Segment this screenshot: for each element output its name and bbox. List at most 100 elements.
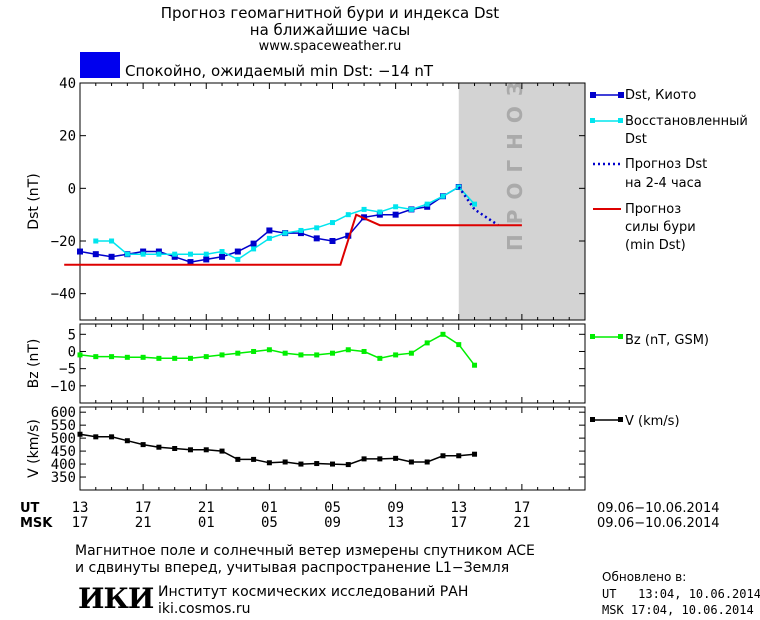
bz-series-0-point <box>472 362 478 368</box>
dst-series-1-point <box>440 193 446 199</box>
bz-panel-frame <box>79 323 586 404</box>
forecast-band-label: ПРОГНОЗ <box>503 72 527 251</box>
legend-storm-label-3: (min Dst) <box>625 238 686 253</box>
v-ytick-label: 450 <box>51 444 76 460</box>
bz-series-0-point <box>440 331 446 337</box>
legend-v-label: V (km/s) <box>625 414 680 429</box>
legend-restored-label-1: Восстановленный <box>625 114 748 129</box>
dst-series-1-point <box>219 249 225 255</box>
institute-url[interactable]: iki.cosmos.ru <box>158 601 251 617</box>
dst-series-0-point <box>219 253 226 260</box>
dst-ytick-label: 0 <box>68 181 76 197</box>
msk-axis-label: MSK <box>20 516 53 531</box>
dst-series-1-point <box>203 251 209 257</box>
v-series-0-point <box>140 442 146 448</box>
dst-series-0-point <box>203 256 210 263</box>
dst-series-0-point <box>92 251 99 258</box>
bz-series-0-point <box>345 347 351 353</box>
dst-series-0-point <box>155 248 162 255</box>
bz-series-0-point <box>140 354 146 360</box>
msk-tick-label: 05 <box>261 515 278 531</box>
dst-series-1-point <box>408 206 414 212</box>
bz-series-0-point <box>377 355 383 361</box>
bz-series-0-point <box>77 352 83 358</box>
v-series-0-point <box>424 459 430 465</box>
dst-series-1-point <box>187 251 193 257</box>
dst-ylabel: Dst (nT) <box>26 173 42 229</box>
status-color-swatch <box>80 52 120 78</box>
dst-series-1-point <box>472 201 478 207</box>
v-series-0-point <box>219 448 225 454</box>
updated-ut: UT 13:04, 10.06.2014 <box>602 587 760 601</box>
bz-ytick-label: −5 <box>59 362 76 378</box>
bz-series-0-point <box>203 354 209 360</box>
legend-restored-marker <box>590 118 595 123</box>
bz-ylabel: Bz (nT) <box>26 339 42 389</box>
v-series-0-point <box>393 455 399 461</box>
bz-series-0-point <box>266 347 272 353</box>
ut-tick-label: 17 <box>513 500 530 516</box>
v-series-0-point <box>440 453 446 459</box>
footnote-line1: Магнитное поле и солнечный ветер измерен… <box>75 543 535 559</box>
bz-series-0-point <box>424 340 430 346</box>
ut-tick-label: 21 <box>198 500 215 516</box>
dst-series-1-point <box>456 184 462 190</box>
v-series-0-line <box>79 433 475 466</box>
legend-storm-label-1: Прогноз <box>625 202 681 217</box>
dst-series-1-point <box>156 251 162 257</box>
dst-series-0-point <box>108 253 115 260</box>
v-series-0-point <box>330 461 335 467</box>
updated-msk: MSK 17:04, 10.06.2014 <box>602 603 754 617</box>
legend-dst-kyoto-marker <box>590 92 596 98</box>
v-series-0-point <box>266 460 272 466</box>
bz-series-0-point <box>282 350 288 356</box>
v-ylabel: V (km/s) <box>26 419 42 478</box>
v-series-0-point <box>93 434 99 440</box>
iki-logo: ИКИ <box>78 582 154 615</box>
v-series-0-point <box>156 444 162 450</box>
forecast-band <box>458 83 585 320</box>
v-ytick-label: 500 <box>51 431 76 447</box>
legend-forecast-dst-label-2: на 2-4 часа <box>625 176 702 191</box>
v-series-0-point <box>298 461 304 467</box>
dst-series-1-point <box>93 238 99 244</box>
bz-series-0-point <box>361 348 367 354</box>
legend-v-marker <box>618 417 623 422</box>
dst-series-1-point <box>266 235 272 241</box>
v-series-0-point <box>345 462 351 468</box>
v-ytick-label: 600 <box>51 405 76 421</box>
ut-date-range: 09.06−10.06.2014 <box>597 501 720 516</box>
ut-tick-label: 17 <box>135 500 152 516</box>
dst-series-1-point <box>314 225 320 231</box>
chart-title-line2: на ближайшие часы <box>249 21 411 39</box>
v-series-0-point <box>124 438 130 444</box>
footnote-line2: и сдвинуты вперед, учитывая распростране… <box>75 560 510 576</box>
institute-name: Институт космических исследований РАН <box>158 584 469 600</box>
legend-bz-label: Bz (nT, GSM) <box>625 333 709 348</box>
ut-tick-label: 01 <box>261 500 278 516</box>
v-series-0-point <box>282 459 288 465</box>
legend-dst-kyoto-label: Dst, Киото <box>625 88 696 103</box>
ut-tick-label: 13 <box>72 500 89 516</box>
bz-series-0-point <box>235 350 241 356</box>
dst-series-1-point <box>251 246 257 252</box>
source-url[interactable]: www.spaceweather.ru <box>258 39 402 54</box>
msk-tick-label: 09 <box>324 515 341 531</box>
bz-series-0-point <box>456 342 462 348</box>
v-series-0-point <box>109 434 115 440</box>
v-panel-frame <box>79 406 586 491</box>
bz-ytick-label: 5 <box>68 327 76 343</box>
msk-tick-label: 21 <box>135 515 152 531</box>
dst-series-1-point <box>298 227 304 233</box>
dst-series-0-point <box>313 235 320 242</box>
legend-bz-marker <box>618 334 623 339</box>
dst-series-0-point <box>424 203 431 210</box>
dst-series-1-line <box>95 186 476 261</box>
dst-series-0-point <box>171 253 178 260</box>
dst-series-2-line <box>457 186 499 227</box>
bz-series-0-point <box>93 354 99 360</box>
legend-storm-label-2: силы бури <box>625 220 696 235</box>
dst-series-1-point <box>109 238 115 244</box>
dst-series-0-point <box>234 248 241 255</box>
